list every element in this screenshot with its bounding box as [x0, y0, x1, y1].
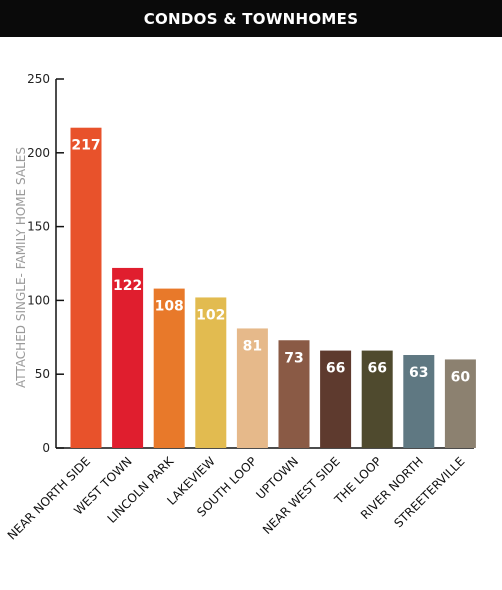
bar	[361, 350, 393, 448]
bar	[236, 328, 268, 448]
bar-value-label: 102	[196, 307, 225, 323]
y-tick-label: 250	[27, 72, 50, 86]
bar	[444, 359, 476, 448]
bar	[112, 267, 144, 448]
y-axis-ticks: 0 50 100 150 200 250	[27, 72, 64, 455]
bar-value-label: 108	[155, 299, 184, 315]
bar	[70, 127, 102, 448]
bar-value-label: 73	[284, 350, 303, 366]
bar-value-label: 81	[243, 338, 262, 354]
y-tick-label: 50	[35, 367, 50, 381]
bar	[403, 355, 435, 448]
category-label: STREETERVILLE	[391, 454, 467, 530]
bar	[278, 340, 310, 448]
y-tick-label: 0	[42, 441, 50, 455]
bar	[195, 297, 227, 448]
bar	[320, 350, 352, 448]
y-tick-label: 200	[27, 146, 50, 160]
y-tick-label: 150	[27, 220, 50, 234]
value-labels: 217 122 108 102 81 73 66 66 63 60	[71, 138, 470, 386]
bars	[70, 127, 476, 448]
bar-value-label: 217	[71, 138, 100, 154]
y-axis-label: ATTACHED SINGLE- FAMILY HOME SALES	[14, 147, 28, 388]
bar-value-label: 66	[326, 361, 345, 377]
bar-value-label: 122	[113, 278, 142, 294]
bar-value-label: 66	[367, 361, 386, 377]
category-label: NEAR WEST SIDE	[260, 454, 343, 537]
chart-title: CONDOS & TOWNHOMES	[0, 0, 502, 37]
bar-value-label: 60	[451, 369, 471, 385]
bar	[153, 288, 185, 448]
bar-chart: 0 50 100 150 200 250 ATTACHED SINGLE- FAMILY …	[5, 72, 476, 543]
bar-value-label: 63	[409, 365, 428, 381]
y-tick-label: 100	[27, 293, 50, 307]
